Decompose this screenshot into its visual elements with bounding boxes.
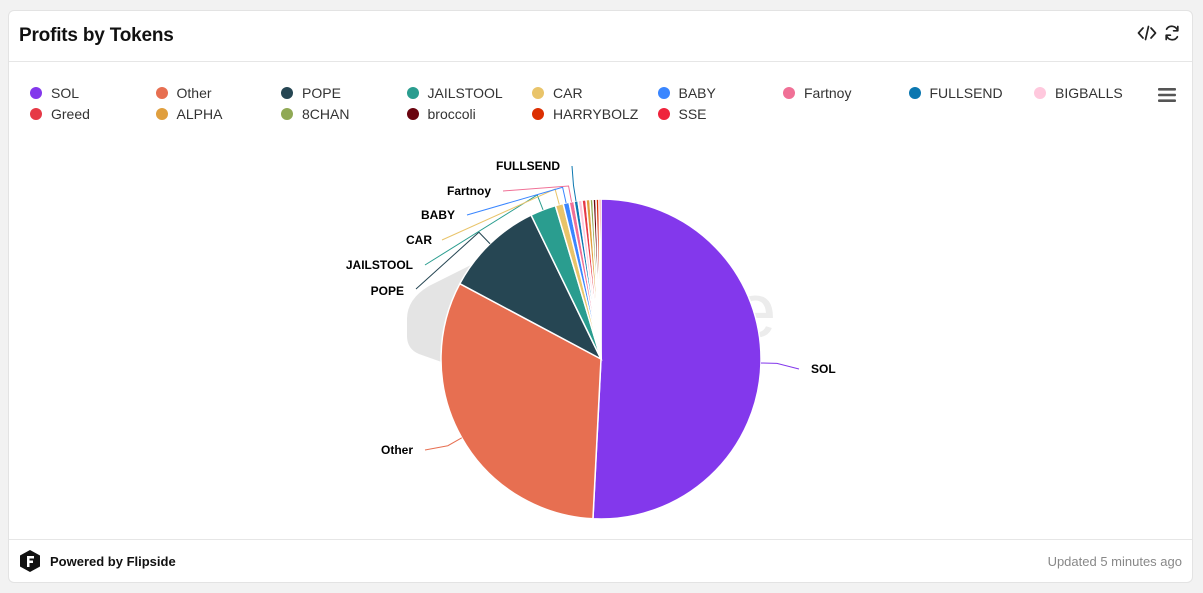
legend-marker [908, 87, 921, 99]
connector-pope [415, 231, 491, 290]
data-label-sol: SOL [811, 362, 836, 376]
legend-marker [1034, 87, 1046, 99]
refresh-icon[interactable] [1162, 23, 1182, 43]
legend-label: BABY [678, 85, 716, 101]
updated-timestamp: Updated 5 minutes ago [1047, 554, 1182, 569]
legend-item-sse[interactable]: SSE [657, 106, 707, 126]
flipside-branding[interactable]: Powered by Flipside [19, 549, 176, 573]
legend-label: ALPHA [176, 106, 223, 122]
legend-item-fullsend[interactable]: FULLSEND [908, 85, 1003, 105]
legend-marker [30, 87, 42, 99]
legend-item-alpha[interactable]: ALPHA [155, 106, 223, 126]
legend-item-broccoli[interactable]: broccoli [406, 106, 476, 126]
legend-item-bigballs[interactable]: BIGBALLS [1034, 85, 1123, 105]
legend-label: BIGBALLS [1055, 85, 1123, 101]
connector-fartnoy [502, 185, 573, 202]
legend-item-sol[interactable]: SOL [30, 85, 79, 105]
legend-item-other[interactable]: Other [155, 85, 212, 105]
data-label-pope: POPE [371, 284, 404, 298]
legend-marker [657, 108, 670, 120]
legend-label: broccoli [427, 106, 476, 122]
chart-card: Profits by Tokens SOL Other POPE JAILSTOOL C… [8, 10, 1193, 583]
legend-label: Greed [51, 106, 90, 122]
data-label-baby: BABY [421, 208, 455, 222]
connector-sol [760, 362, 800, 370]
legend-label: CAR [553, 85, 583, 101]
legend-marker [783, 87, 795, 99]
pie-slice-other[interactable] [440, 282, 602, 520]
legend-item-fartnoy[interactable]: Fartnoy [783, 85, 851, 105]
connector-other [424, 437, 463, 451]
legend-marker [281, 87, 293, 99]
flipside-logo-icon [20, 550, 40, 572]
data-label-car: CAR [406, 233, 432, 247]
legend-item-8chan[interactable]: 8CHAN [281, 106, 349, 126]
code-icon[interactable] [1137, 23, 1157, 43]
legend-marker [532, 87, 544, 99]
connector-fullsend [571, 165, 577, 202]
legend-marker [406, 108, 419, 120]
legend-label: Fartnoy [804, 85, 852, 101]
powered-by-text: Powered by Flipside [50, 553, 176, 569]
data-label-fullsend: FULLSEND [496, 159, 560, 173]
legend-item-jailstool[interactable]: JAILSTOOL [406, 85, 503, 105]
connector-baby [466, 186, 567, 216]
pie-slice-sse[interactable] [598, 198, 602, 360]
legend-item-greed[interactable]: Greed [30, 106, 90, 126]
legend-marker [155, 108, 168, 120]
legend-label: 8CHAN [302, 106, 350, 122]
legend-item-car[interactable]: CAR [532, 85, 583, 105]
legend-item-baby[interactable]: BABY [657, 85, 716, 105]
pie-chart: e SOLOtherPOPEJAILSTOOLCARBABYFartnoyFUL… [346, 159, 836, 520]
data-label-other: Other [381, 443, 413, 457]
legend-marker [30, 108, 42, 120]
data-label-jailstool: JAILSTOOL [346, 258, 413, 272]
legend-marker [155, 87, 168, 99]
card-footer: Powered by Flipside Updated 5 minutes ag… [9, 539, 1192, 582]
legend-label: SSE [678, 106, 707, 122]
legend-label: Other [176, 85, 212, 101]
legend-label: SOL [51, 85, 80, 101]
legend-marker [532, 108, 544, 120]
pie-chart-area: e SOL Other POPE JAILSTOOL CAR BABY Fartnoy FUL… [9, 141, 1192, 541]
chart-title: Profits by Tokens [19, 25, 174, 46]
legend-item-harrybolz[interactable]: HARRYBOLZ [532, 106, 638, 126]
legend-item-pope[interactable]: POPE [281, 85, 341, 105]
legend-marker [657, 87, 670, 99]
legend-label: POPE [302, 85, 341, 101]
data-label-fartnoy: Fartnoy [447, 184, 491, 198]
pie-slice-sol[interactable] [592, 198, 762, 520]
legend-label: HARRYBOLZ [553, 106, 639, 122]
legend-label: JAILSTOOL [427, 85, 503, 101]
legend-label: FULLSEND [929, 85, 1003, 101]
hamburger-menu-icon[interactable] [1157, 85, 1179, 105]
card-header: Profits by Tokens [9, 11, 1192, 62]
legend-marker [406, 87, 419, 99]
legend-marker [281, 108, 293, 120]
